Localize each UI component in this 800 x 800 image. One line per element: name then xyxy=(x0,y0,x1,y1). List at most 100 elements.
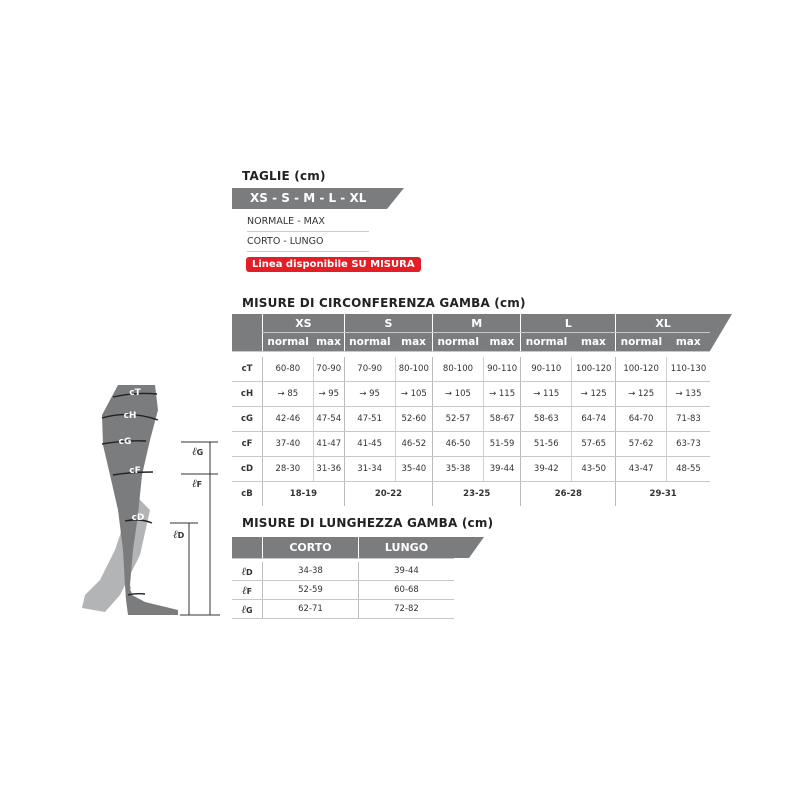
cell: 64-74 xyxy=(571,406,616,432)
cell: 52-59 xyxy=(262,580,359,600)
sizes-banner: XS - S - M - L - XL xyxy=(250,191,367,205)
cell: → 125 xyxy=(615,381,667,407)
table-row: ℓG 62-71 72-82 xyxy=(232,599,454,619)
sub-header: normal xyxy=(262,332,314,352)
length-column-header: CORTO xyxy=(262,537,359,559)
size-header-row: XS S M L XL xyxy=(232,314,710,352)
cell: 23-25 xyxy=(432,481,521,506)
cell: 35-40 xyxy=(394,456,433,482)
measure-lD: ℓD xyxy=(173,528,185,541)
cell: 46-50 xyxy=(432,431,484,457)
cell: 60-80 xyxy=(262,357,314,382)
table-row: cH → 85 → 95 → 95 → 105 → 105 → 115 → 115 → 125 →… xyxy=(232,381,710,407)
size-header: XS xyxy=(262,314,345,333)
cell: 42-46 xyxy=(262,406,314,432)
circumference-lines xyxy=(101,392,159,596)
ell-subscript: G xyxy=(246,605,253,615)
sizes-title: TAGLIE (cm) xyxy=(242,169,326,183)
corner-cell xyxy=(232,314,263,352)
cell: 41-47 xyxy=(312,431,345,457)
sizes-banner-bg xyxy=(232,188,404,209)
cell: 28-30 xyxy=(262,456,314,482)
measure-lG: ℓG xyxy=(192,445,203,458)
cell: 57-65 xyxy=(571,431,616,457)
cell: → 95 xyxy=(312,381,345,407)
cell: 34-38 xyxy=(262,562,359,581)
cell: 43-50 xyxy=(571,456,616,482)
table-row: cG 42-46 47-54 47-51 52-60 52-57 58-67 58-63 64-… xyxy=(232,406,710,432)
sub-header: max xyxy=(483,332,521,352)
cell: 26-28 xyxy=(520,481,616,506)
sub-header: normal xyxy=(432,332,484,352)
sub-header: max xyxy=(571,332,616,352)
cell: 58-67 xyxy=(482,406,521,432)
size-header: M xyxy=(432,314,521,333)
ell-symbol: ℓ xyxy=(241,602,246,616)
cell: 31-34 xyxy=(343,456,396,482)
cell: 37-40 xyxy=(262,431,314,457)
cell: 62-71 xyxy=(262,599,359,619)
leg-figure: cT cH cG cF cD cB ℓG ℓF ℓD xyxy=(82,385,220,616)
cell: 90-110 xyxy=(520,357,572,382)
cell: 60-68 xyxy=(358,580,454,600)
measure-lF: ℓF xyxy=(192,477,202,490)
cell: 64-70 xyxy=(615,406,667,432)
option-normale-max: NORMALE - MAX xyxy=(247,212,369,232)
cell: 80-100 xyxy=(432,357,484,382)
row-label: cD xyxy=(232,456,263,482)
ell-symbol: ℓ xyxy=(241,583,247,597)
cell: 52-60 xyxy=(394,406,433,432)
corner-cell xyxy=(232,537,263,559)
table-row: cF 37-40 41-47 41-45 46-52 46-50 51-59 51-56 57-… xyxy=(232,431,710,457)
cell: 52-57 xyxy=(432,406,484,432)
ell-symbol: ℓ xyxy=(241,564,246,578)
size-header: L xyxy=(520,314,616,333)
cell: 80-100 xyxy=(394,357,433,382)
length-title: MISURE DI LUNGHEZZA GAMBA (cm) xyxy=(242,516,494,530)
sub-header-row: normal max normal max normal max normal max norm… xyxy=(232,332,710,352)
row-label: cG xyxy=(232,406,263,432)
table-row: ℓF 52-59 60-68 xyxy=(232,580,454,600)
table-row-cB: cB 18-19 20-22 23-25 26-28 29-31 xyxy=(232,481,710,506)
cell: 51-56 xyxy=(520,431,572,457)
cell: 58-63 xyxy=(520,406,572,432)
label-cT: cT xyxy=(129,388,141,398)
table-row: ℓD 34-38 39-44 xyxy=(232,562,454,581)
row-label: ℓG xyxy=(232,599,263,619)
table-row: cD 28-30 31-36 31-34 35-40 35-38 39-44 39-42 43-… xyxy=(232,456,710,482)
length-column-header: LUNGO xyxy=(358,537,454,559)
label-cD: cD xyxy=(132,513,145,523)
cell: → 85 xyxy=(262,381,314,407)
cell: 39-42 xyxy=(520,456,572,482)
cell: 20-22 xyxy=(343,481,433,506)
cell: 18-19 xyxy=(262,481,345,506)
cell: → 115 xyxy=(520,381,572,407)
cell: 57-62 xyxy=(615,431,667,457)
label-cF: cF xyxy=(129,466,140,476)
cell: 46-52 xyxy=(394,431,433,457)
size-header: S xyxy=(343,314,433,333)
sub-header: max xyxy=(313,332,345,352)
cell: 47-54 xyxy=(312,406,345,432)
length-header-row: CORTO LUNGO xyxy=(232,537,454,559)
cell: 100-120 xyxy=(571,357,616,382)
cell: 35-38 xyxy=(432,456,484,482)
ell-subscript: F xyxy=(246,586,253,596)
front-leg-shape xyxy=(102,385,178,615)
cell: 110-130 xyxy=(665,357,710,382)
cell: → 115 xyxy=(482,381,521,407)
row-label: cH xyxy=(232,381,263,407)
table-row: cT 60-80 70-90 70-90 80-100 80-100 90-110 90-11… xyxy=(232,357,710,382)
sub-header: normal xyxy=(615,332,667,352)
cell: 31-36 xyxy=(312,456,345,482)
cell: 100-120 xyxy=(615,357,667,382)
size-header: XL xyxy=(615,314,710,333)
label-cG: cG xyxy=(119,437,132,447)
cell: 70-90 xyxy=(312,357,345,382)
cell: → 125 xyxy=(571,381,616,407)
cell: → 95 xyxy=(343,381,396,407)
cell: 71-83 xyxy=(665,406,710,432)
cell: 72-82 xyxy=(358,599,454,619)
sub-header: normal xyxy=(343,332,396,352)
